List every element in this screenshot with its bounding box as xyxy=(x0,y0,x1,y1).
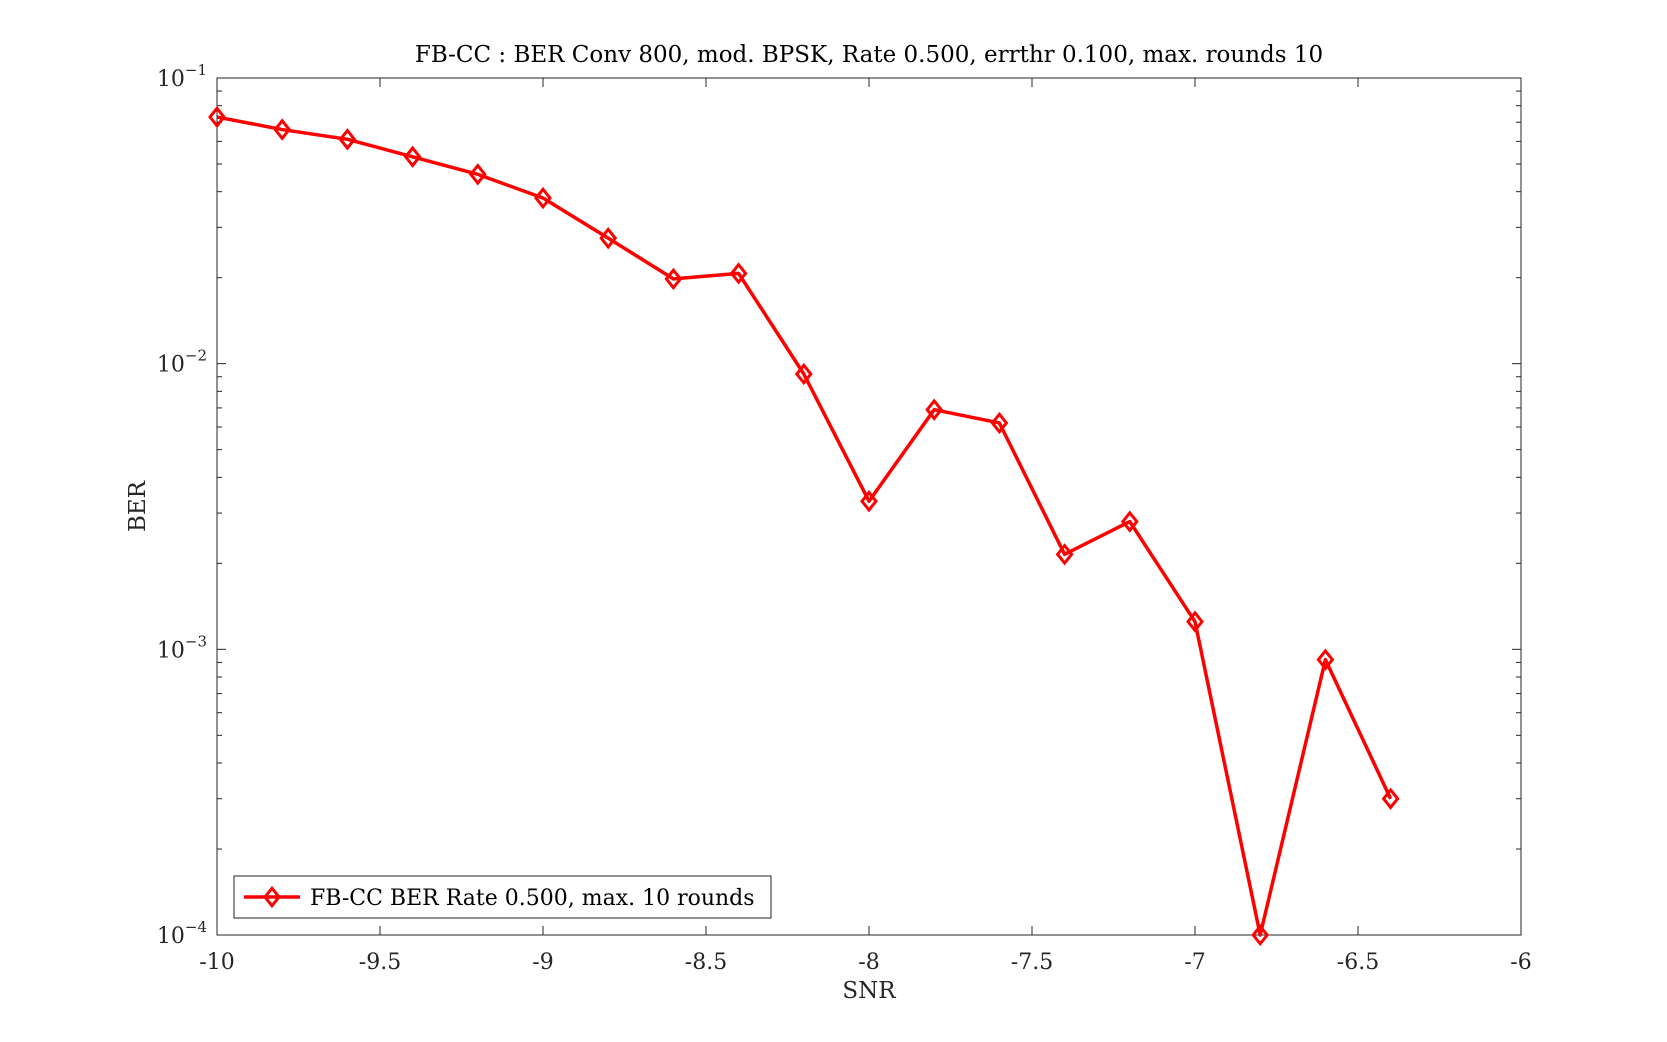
data-point-marker xyxy=(990,411,1009,435)
data-point-marker xyxy=(403,145,422,168)
data-point-marker xyxy=(208,105,226,129)
x-tick-label: -7 xyxy=(1184,950,1205,975)
series-layer xyxy=(208,105,1400,947)
x-tick-label: -8 xyxy=(858,950,879,975)
legend: FB-CC BER Rate 0.500, max. 10 rounds xyxy=(233,875,772,919)
series-line xyxy=(216,115,1393,937)
legend-label: FB-CC BER Rate 0.500, max. 10 rounds xyxy=(310,886,755,911)
data-point-marker xyxy=(925,398,944,421)
data-point-marker xyxy=(1316,648,1335,671)
data-point-marker xyxy=(1055,543,1074,566)
x-tick-label: -6 xyxy=(1510,950,1531,975)
data-point-marker xyxy=(860,490,878,513)
data-point-marker xyxy=(273,118,292,141)
legend-box xyxy=(233,875,772,919)
chart-title: FB-CC : BER Conv 800, mod. BPSK, Rate 0.… xyxy=(415,42,1323,68)
x-tick-label: -9 xyxy=(532,950,553,975)
y-tick-label: 10−3 xyxy=(157,632,207,663)
data-point-marker xyxy=(338,128,357,151)
x-tick-label: -7.5 xyxy=(1011,950,1053,975)
x-tick-label: -9.5 xyxy=(359,950,401,975)
y-axis-title: BER xyxy=(125,480,151,532)
x-tick-label: -10 xyxy=(199,950,234,975)
data-point-marker xyxy=(794,362,813,386)
x-tick-label: -6.5 xyxy=(1337,950,1379,975)
data-point-marker xyxy=(1251,923,1270,947)
data-point-marker xyxy=(1120,510,1139,533)
ticks-layer: -10 -9.5 -9 -8.5 -8 -7.5 -7 -6.5 -6 10−1 10−2 10−3 1… xyxy=(157,61,1532,975)
y-tick-label: 10−4 xyxy=(157,918,207,949)
legend-diamond-marker xyxy=(263,885,281,909)
data-point-marker xyxy=(1186,610,1204,633)
data-point-marker xyxy=(599,227,618,250)
y-tick-label: 10−1 xyxy=(157,61,207,92)
y-tick-label: 10−2 xyxy=(157,347,207,378)
data-point-marker xyxy=(468,163,487,186)
x-tick-label: -8.5 xyxy=(685,950,727,975)
x-axis-title: SNR xyxy=(842,978,896,1004)
data-point-marker xyxy=(534,186,552,210)
data-point-marker xyxy=(664,267,683,291)
data-point-marker xyxy=(1381,787,1400,810)
data-point-marker xyxy=(729,262,748,285)
plot-frame xyxy=(216,77,1522,936)
